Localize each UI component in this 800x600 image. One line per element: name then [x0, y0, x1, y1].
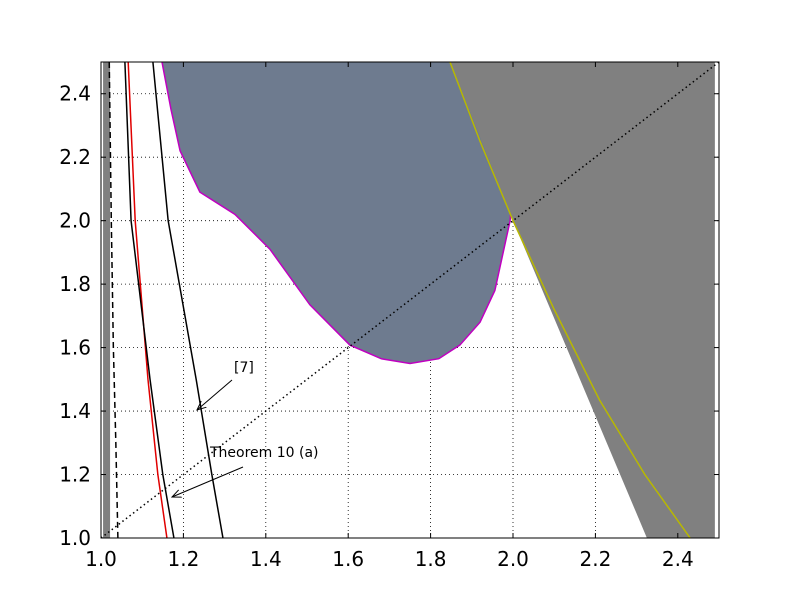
x-tick-label: 1.4 [250, 547, 282, 571]
y-tick-label: 2.4 [59, 82, 91, 106]
x-tick-label: 1.8 [415, 547, 447, 571]
x-tick-label: 1.2 [167, 547, 199, 571]
x-tick-label: 2.0 [497, 547, 529, 571]
y-tick-label: 2.0 [59, 209, 91, 233]
curve [152, 62, 224, 538]
annotation: Theorem 10 (a) [209, 445, 319, 461]
x-tick-label: 2.4 [662, 547, 694, 571]
region [103, 62, 111, 538]
annotation-arrow [197, 379, 233, 410]
annotation: [7] [234, 360, 254, 376]
y-tick-label: 2.2 [59, 145, 91, 169]
region-edge [161, 62, 519, 365]
curve [449, 62, 691, 538]
curve [124, 62, 175, 538]
axes-frame [100, 61, 720, 539]
x-tick-label: 2.2 [579, 547, 611, 571]
y-tick-label: 1.2 [59, 463, 91, 487]
y-tick-label: 1.0 [59, 526, 91, 550]
y-tick-label: 1.4 [59, 399, 91, 423]
x-tick-label: 1.6 [332, 547, 364, 571]
curve [108, 62, 119, 538]
y-tick-label: 1.8 [59, 272, 91, 296]
curve [127, 62, 168, 538]
region [161, 62, 518, 364]
x-tick-label: 1.0 [85, 547, 117, 571]
region [450, 62, 715, 538]
y-tick-label: 1.6 [59, 336, 91, 360]
annotation-arrow [172, 466, 244, 497]
